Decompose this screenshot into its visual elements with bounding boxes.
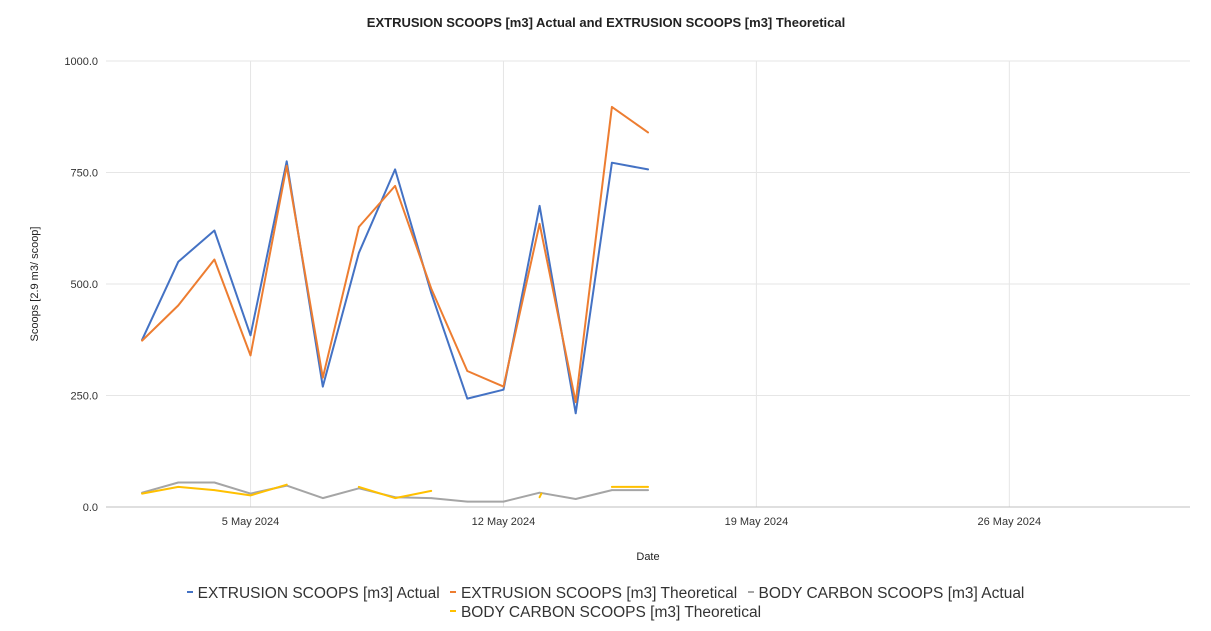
- data-point[interactable]: [540, 492, 543, 495]
- data-point[interactable]: [574, 498, 577, 500]
- data-point[interactable]: [538, 205, 541, 207]
- data-point[interactable]: [285, 160, 288, 163]
- legend-label: EXTRUSION SCOOPS [m3] Actual: [197, 585, 440, 602]
- data-point[interactable]: [141, 492, 143, 495]
- data-point[interactable]: [466, 397, 469, 400]
- data-point[interactable]: [611, 161, 613, 164]
- data-point[interactable]: [394, 185, 396, 187]
- series-3: [141, 483, 649, 500]
- legend-swatch: [449, 609, 456, 612]
- data-point[interactable]: [249, 354, 252, 357]
- data-point[interactable]: [430, 490, 433, 492]
- data-point[interactable]: [611, 106, 613, 108]
- data-point[interactable]: [647, 486, 649, 488]
- data-point[interactable]: [611, 489, 613, 491]
- x-axis-ticks: 5 May 2024 12 May 2024 19 May 2024 26 May 2…: [222, 516, 1041, 528]
- series-line[interactable]: [141, 160, 649, 415]
- legend-swatch: [747, 590, 754, 593]
- x-tick-label: 12 May 2024: [472, 516, 536, 528]
- data-point[interactable]: [538, 491, 541, 494]
- legend-label: BODY CARBON SCOOPS [m3] Theoretical: [460, 604, 762, 621]
- data-point[interactable]: [177, 486, 180, 488]
- data-point[interactable]: [322, 376, 324, 379]
- x-tick-label: 19 May 2024: [725, 516, 789, 528]
- data-point[interactable]: [502, 500, 505, 503]
- data-point[interactable]: [574, 412, 577, 415]
- data-point[interactable]: [358, 226, 360, 228]
- data-point[interactable]: [322, 385, 324, 388]
- gridlines: [106, 60, 1190, 507]
- data-point[interactable]: [502, 388, 505, 391]
- data-point[interactable]: [358, 486, 360, 488]
- data-point[interactable]: [213, 489, 216, 491]
- data-point[interactable]: [647, 168, 649, 171]
- data-point[interactable]: [141, 339, 143, 342]
- data-point[interactable]: [430, 287, 433, 290]
- data-point[interactable]: [647, 489, 649, 491]
- legend-swatch: [449, 590, 456, 593]
- line-chart: EXTRUSION SCOOPS [m3] Actual and EXTRUSI…: [29, 15, 1190, 563]
- data-point[interactable]: [249, 492, 252, 495]
- data-point[interactable]: [574, 401, 577, 404]
- series-0: [141, 160, 649, 415]
- data-point[interactable]: [177, 481, 180, 484]
- series-1: [141, 105, 649, 404]
- data-point[interactable]: [538, 223, 541, 225]
- y-tick-label: 250.0: [70, 391, 98, 403]
- x-axis-label: Date: [636, 551, 659, 563]
- data-point[interactable]: [213, 481, 216, 484]
- y-tick-label: 750.0: [70, 168, 98, 180]
- series-layer: [141, 105, 649, 503]
- data-point[interactable]: [611, 486, 613, 488]
- data-point[interactable]: [647, 131, 649, 134]
- legend-item-extrusion-theoretical[interactable]: EXTRUSION SCOOPS [m3] Theoretical: [449, 584, 738, 603]
- legend-item-body-carbon-theoretical[interactable]: BODY CARBON SCOOPS [m3] Theoretical: [449, 603, 762, 622]
- data-point[interactable]: [177, 260, 180, 263]
- legend-swatch: [186, 590, 193, 593]
- data-point[interactable]: [177, 304, 180, 307]
- legend-item-extrusion-actual[interactable]: EXTRUSION SCOOPS [m3] Actual: [186, 584, 440, 603]
- data-point[interactable]: [394, 497, 396, 499]
- data-point[interactable]: [394, 168, 396, 171]
- data-point[interactable]: [285, 165, 288, 167]
- data-point[interactable]: [358, 252, 360, 254]
- data-point[interactable]: [430, 292, 433, 294]
- legend-label: EXTRUSION SCOOPS [m3] Theoretical: [460, 585, 738, 602]
- y-tick-label: 500.0: [70, 279, 98, 291]
- legend-label: BODY CARBON SCOOPS [m3] Actual: [758, 585, 1025, 602]
- data-point[interactable]: [430, 497, 433, 499]
- legend-row-1: EXTRUSION SCOOPS [m3] Actual EXTRUSION S…: [0, 584, 1211, 603]
- data-point[interactable]: [285, 483, 288, 486]
- x-tick-label: 26 May 2024: [978, 516, 1042, 528]
- x-tick-label: 5 May 2024: [222, 516, 279, 528]
- data-point[interactable]: [213, 258, 216, 261]
- y-tick-label: 1000.0: [64, 56, 98, 68]
- y-axis-ticks: 0.0 250.0 500.0 750.0 1000.0: [64, 56, 98, 514]
- data-point[interactable]: [466, 370, 469, 372]
- y-axis-label: Scoops [2.9 m3/ scoop]: [29, 227, 41, 342]
- legend-row-2: BODY CARBON SCOOPS [m3] Theoretical: [0, 603, 1211, 622]
- data-point[interactable]: [538, 496, 541, 499]
- data-point[interactable]: [213, 229, 216, 232]
- legend: EXTRUSION SCOOPS [m3] Actual EXTRUSION S…: [0, 584, 1211, 622]
- series-2: [141, 481, 649, 503]
- data-point[interactable]: [322, 497, 324, 499]
- chart-title: EXTRUSION SCOOPS [m3] Actual and EXTRUSI…: [367, 15, 845, 30]
- data-point[interactable]: [249, 494, 252, 497]
- series-line[interactable]: [141, 105, 649, 404]
- y-tick-label: 0.0: [83, 502, 98, 514]
- data-point[interactable]: [502, 385, 505, 388]
- data-point[interactable]: [466, 500, 469, 503]
- legend-item-body-carbon-actual[interactable]: BODY CARBON SCOOPS [m3] Actual: [747, 584, 1025, 603]
- data-point[interactable]: [249, 334, 252, 337]
